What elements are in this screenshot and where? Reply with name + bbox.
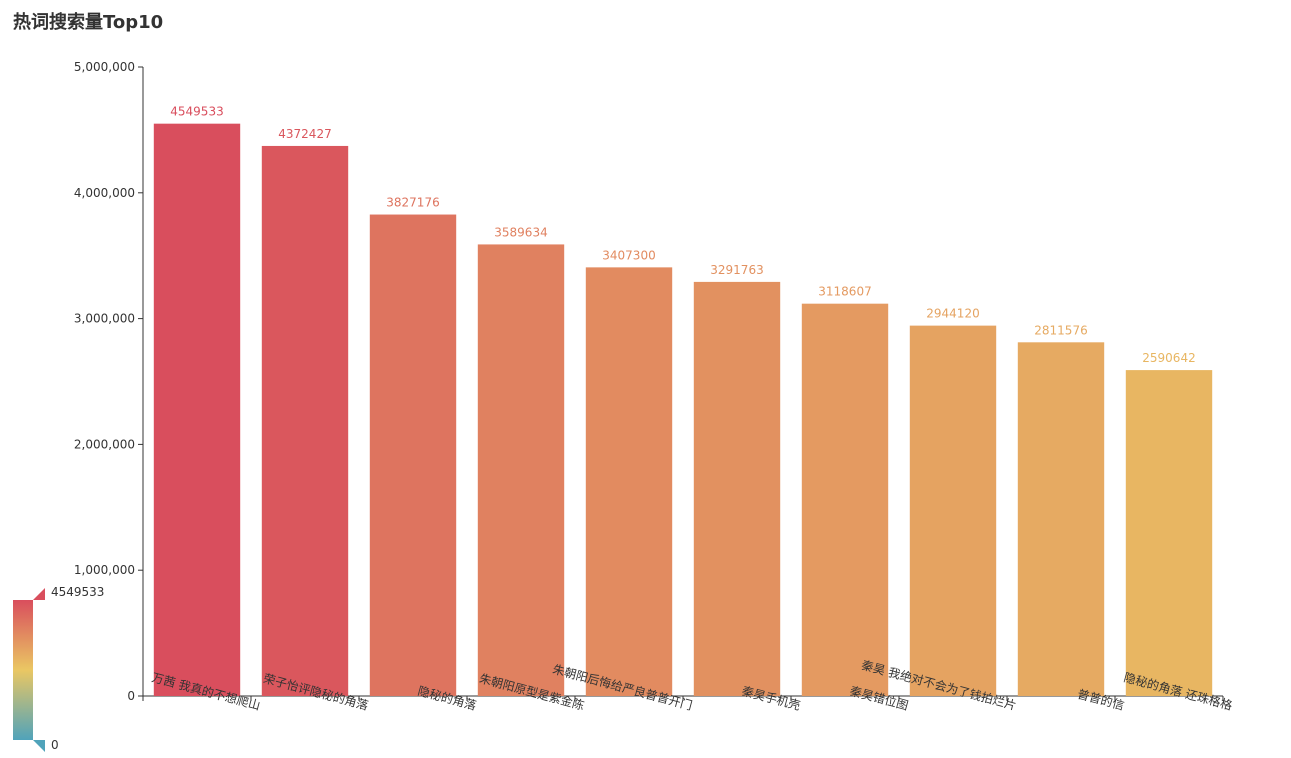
y-tick-label: 3,000,000	[74, 312, 135, 326]
data-label: 2944120	[926, 307, 979, 321]
bar[interactable]	[909, 325, 997, 696]
y-tick-label: 5,000,000	[74, 60, 135, 74]
bar[interactable]	[261, 145, 349, 697]
data-label: 2811576	[1034, 323, 1087, 337]
bar[interactable]	[693, 281, 781, 696]
chart-title: 热词搜索量Top10	[13, 12, 164, 33]
visual-map-max-label: 4549533	[51, 585, 104, 599]
visual-map-min-label: 0	[51, 738, 59, 752]
data-label: 3827176	[386, 196, 439, 210]
y-tick-label: 1,000,000	[74, 563, 135, 577]
bar[interactable]	[1125, 370, 1213, 696]
visual-map-gradient-bar[interactable]	[13, 600, 33, 740]
data-label: 3291763	[710, 263, 763, 277]
bar[interactable]	[477, 244, 565, 696]
visual-map-min-handle[interactable]	[33, 740, 45, 752]
data-label: 3589634	[494, 225, 547, 239]
y-tick-label: 2,000,000	[74, 437, 135, 451]
bar[interactable]	[369, 214, 457, 696]
data-label: 4549533	[170, 105, 223, 119]
data-label: 3407300	[602, 248, 655, 262]
data-label: 2590642	[1142, 351, 1195, 365]
bars	[153, 123, 1213, 697]
bar[interactable]	[585, 267, 673, 696]
bar[interactable]	[801, 303, 889, 696]
axes: 0 1,000,000 2,000,000 3,000,000 4,000,000 5,0…	[74, 60, 1224, 703]
y-tick-label: 0	[127, 689, 135, 703]
data-label: 4372427	[278, 127, 331, 141]
bar[interactable]	[153, 123, 241, 696]
y-tick-label: 4,000,000	[74, 186, 135, 200]
data-label: 3118607	[818, 285, 871, 299]
bar[interactable]	[1017, 342, 1105, 696]
visual-map-max-handle[interactable]	[33, 588, 45, 600]
visual-map[interactable]: 4549533 0	[13, 585, 104, 752]
